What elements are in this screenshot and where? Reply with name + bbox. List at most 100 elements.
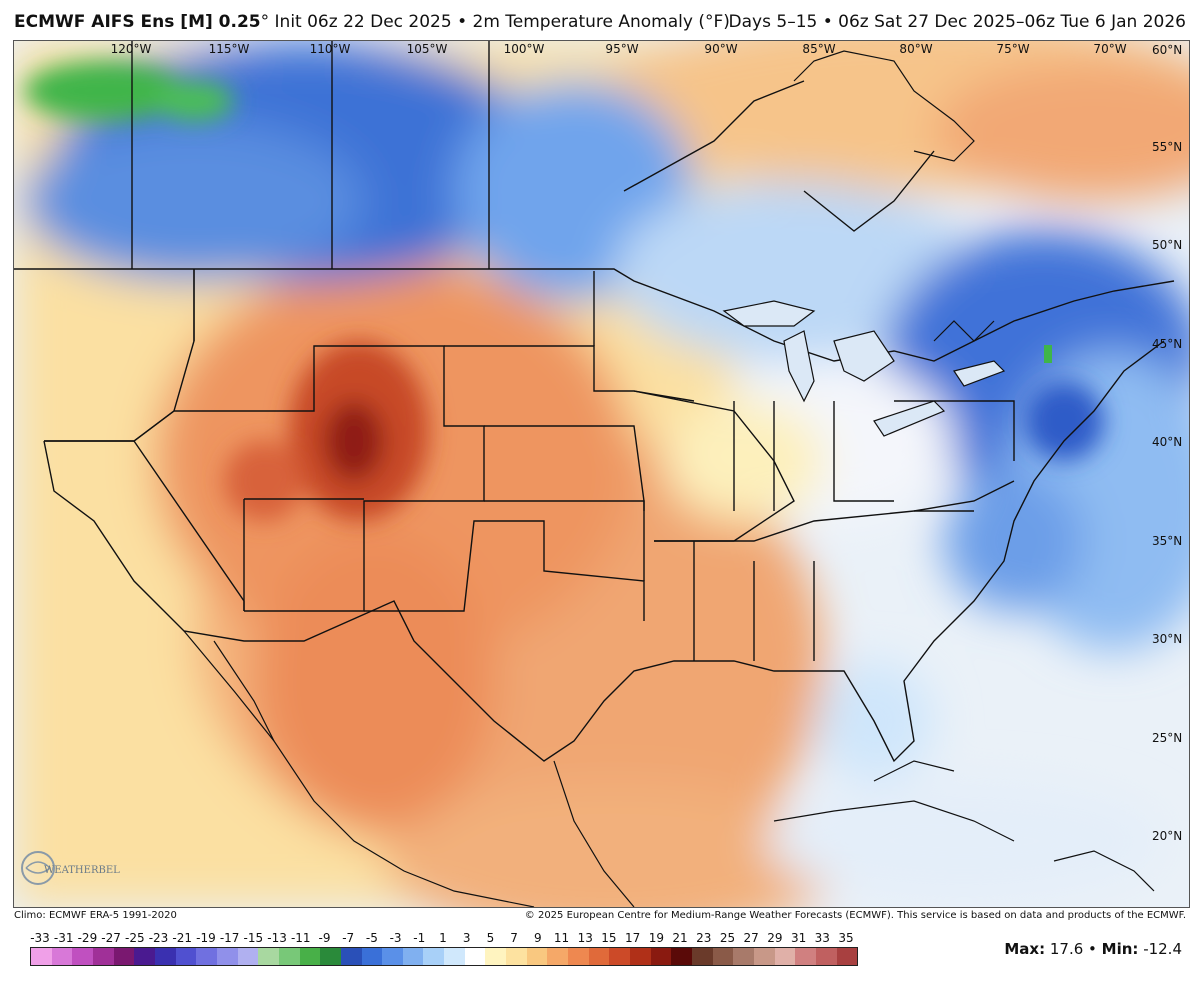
colorbar-swatch (340, 948, 362, 965)
map-canvas (14, 41, 1189, 907)
separator: • (1083, 940, 1102, 958)
colorbar-tick-label: 31 (790, 931, 807, 945)
colorbar-tick-label: 21 (672, 931, 688, 945)
colorbar-swatch (237, 948, 259, 965)
colorbar-swatch (506, 948, 527, 965)
colorbar-tick-label: -33 (30, 931, 50, 945)
colorbar-swatch (175, 948, 197, 965)
colorbar-swatch (526, 948, 548, 965)
init-text: Init 06z 22 Dec 2025 • 2m Temperature An… (269, 12, 730, 32)
colorbar-swatch (361, 948, 383, 965)
colorbar-swatch (815, 948, 837, 965)
colorbar-tick-label: 27 (743, 931, 759, 945)
colorbar-tick-label: -31 (53, 931, 74, 945)
colorbar-swatch (836, 948, 858, 965)
colorbar-swatch (278, 948, 300, 965)
coastlines (183, 50, 1155, 907)
colorbar-tick-label: -11 (290, 931, 311, 945)
colorbar-swatch (774, 948, 796, 965)
colorbar-swatch (154, 948, 176, 965)
lon-label-95w: 95°W (605, 42, 639, 56)
colorbar-swatch (650, 948, 672, 965)
max-min-readout: Max: 17.6 • Min: -12.4 (1004, 940, 1182, 958)
colorbar-swatch (609, 948, 631, 965)
colorbar-swatch (671, 948, 692, 965)
colorbar-tick-label: 19 (648, 931, 664, 945)
colorbar-tick-label: 9 (533, 931, 542, 945)
colorbar-swatch (423, 948, 445, 965)
lat-label-45n: 45°N (1152, 337, 1183, 351)
colorbar-tick-label: -27 (101, 931, 121, 945)
colorbar-tick-label: 3 (462, 931, 471, 945)
colorbar-tick-label: -19 (196, 931, 216, 945)
lat-label-30n: 30°N (1152, 632, 1183, 646)
colorbar-tick-label: 29 (767, 931, 783, 945)
copyright-note: © 2025 European Centre for Medium-Range … (524, 910, 1186, 921)
colorbar-swatch (547, 948, 569, 965)
colorbar-tick-label: 33 (814, 931, 830, 945)
climo-note: Climo: ECMWF ERA-5 1991-2020 (14, 910, 177, 921)
colorbar-swatch (402, 948, 424, 965)
colorbar-tick-label: -9 (318, 931, 331, 945)
colorbar-tick-label: -1 (413, 931, 426, 945)
lon-label-70w: 70°W (1093, 42, 1127, 56)
lat-label-55n: 55°N (1152, 140, 1183, 154)
min-value: -12.4 (1143, 940, 1182, 958)
colorbar-swatch (733, 948, 754, 965)
lon-label-120w: 120°W (110, 42, 152, 56)
colorbar-tick-label: 23 (696, 931, 712, 945)
colorbar-tick-label: 35 (838, 931, 854, 945)
colorbar-tick-label: 7 (510, 931, 518, 945)
colorbar-swatch (51, 948, 73, 965)
colorbar-swatch (712, 948, 734, 965)
weatherbell-logo: WEATHERBELL (21, 851, 120, 885)
map-title: ECMWF AIFS Ens [M] 0.25° Init 06z 22 Dec… (14, 12, 730, 32)
anomaly-extremes (24, 61, 1104, 521)
lon-label-85w: 85°W (802, 42, 836, 56)
lat-label-25n: 25°N (1152, 731, 1183, 745)
great-lakes (722, 300, 1006, 437)
lat-label-35n: 35°N (1152, 534, 1183, 548)
colorbar-tick-label: 15 (601, 931, 617, 945)
colorbar-swatch (630, 948, 651, 965)
colorbar-tick-label: 13 (577, 931, 593, 945)
colorbar-swatch (258, 948, 279, 965)
lon-label-115w: 115°W (208, 42, 250, 56)
colorbar-swatch (444, 948, 465, 965)
colorbar-swatch (692, 948, 713, 965)
colorbar-tick-label: -25 (125, 931, 145, 945)
colorbar-tick-label: 5 (486, 931, 495, 945)
valid-period: Days 5–15 • 06z Sat 27 Dec 2025–06z Tue … (728, 12, 1186, 32)
lat-label-20n: 20°N (1152, 829, 1183, 843)
colorbar-swatch (464, 948, 486, 965)
colorbar-tick-label: -7 (342, 931, 355, 945)
lat-label-50n: 50°N (1152, 238, 1183, 252)
max-label: Max: (1004, 940, 1046, 958)
colorbar-tick-label: -13 (267, 931, 287, 945)
lon-label-90w: 90°W (704, 42, 738, 56)
colorbar-tick-label: -15 (243, 931, 264, 945)
colorbar-swatch (382, 948, 403, 965)
logo-text: WEATHERBELL (44, 865, 120, 876)
degree-symbol: ° (260, 12, 270, 32)
colorbar-tick-label: -3 (389, 931, 402, 945)
lat-label-60n: 60°N (1152, 43, 1183, 57)
colorbar-tick-label: 25 (719, 931, 736, 945)
colorbar-swatch (216, 948, 238, 965)
colorbar (30, 947, 858, 966)
colorbar-swatch (485, 948, 507, 965)
colorbar-swatch (134, 948, 155, 965)
min-label: Min: (1101, 940, 1139, 958)
lon-label-75w: 75°W (996, 42, 1030, 56)
colorbar-tick-label: 17 (625, 931, 641, 945)
colorbar-swatch (568, 948, 589, 965)
colorbar-swatch (31, 948, 52, 965)
colorbar-tick-label: -23 (148, 931, 169, 945)
model-name: ECMWF AIFS Ens [M] 0.25 (14, 12, 261, 32)
max-value: 17.6 (1049, 940, 1084, 958)
lon-label-110w: 110°W (309, 42, 351, 56)
colorbar-swatch (753, 948, 775, 965)
colorbar-tick-label: -17 (219, 931, 240, 945)
colorbar-swatch (320, 948, 341, 965)
temperature-anomaly-map (13, 40, 1190, 908)
